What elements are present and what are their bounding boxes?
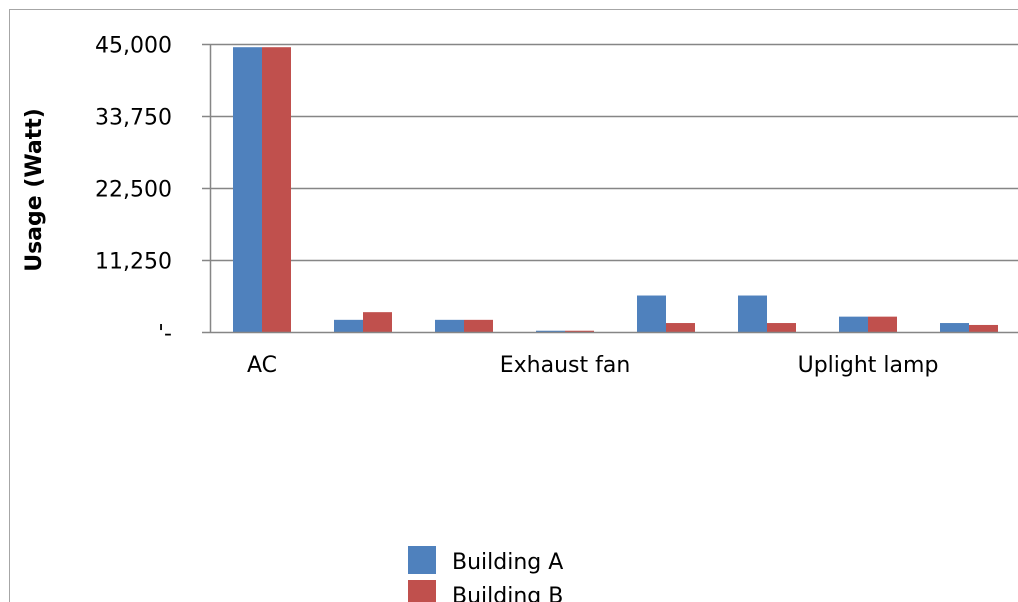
bar-building-b (767, 323, 796, 332)
y-tick-label: 22,500 (95, 178, 172, 203)
bar-building-b (666, 323, 695, 332)
bar-building-b (262, 47, 291, 332)
legend-swatch (408, 580, 436, 602)
bar-building-b (464, 319, 493, 332)
legend: Building A Building B (408, 546, 563, 602)
legend-label: Building A (452, 550, 563, 575)
axes (202, 44, 1018, 334)
legend-swatch (408, 546, 436, 574)
bar-building-b (363, 312, 392, 332)
y-tick-label: 11,250 (95, 250, 172, 275)
legend-label: Building B (452, 584, 563, 602)
bar-building-b (565, 330, 594, 332)
y-tick-label: 33,750 (95, 106, 172, 131)
bar-building-a (839, 316, 868, 332)
bar-building-a (940, 323, 969, 332)
x-tick-label: AC (247, 353, 277, 378)
bar-building-b (868, 316, 897, 332)
y-axis-title: Usage (Watt) (22, 108, 47, 272)
bar-building-a (536, 330, 565, 332)
y-tick-label: '- (158, 322, 172, 347)
bar-building-a (233, 47, 262, 332)
bar-building-a (435, 319, 464, 332)
y-tick-labels: '- 11,250 22,500 33,750 45,000 (95, 34, 172, 347)
bar-building-a (637, 295, 666, 332)
x-tick-labels: AC Exhaust fan Uplight lamp (247, 353, 938, 378)
bar-building-a (334, 319, 363, 332)
bar-building-a (738, 295, 767, 332)
bar-building-b (969, 324, 998, 332)
y-tick-label: 45,000 (95, 34, 172, 59)
bars (233, 47, 998, 332)
x-tick-label: Uplight lamp (798, 353, 939, 378)
gridlines (202, 43, 1018, 262)
x-tick-label: Exhaust fan (500, 353, 631, 378)
